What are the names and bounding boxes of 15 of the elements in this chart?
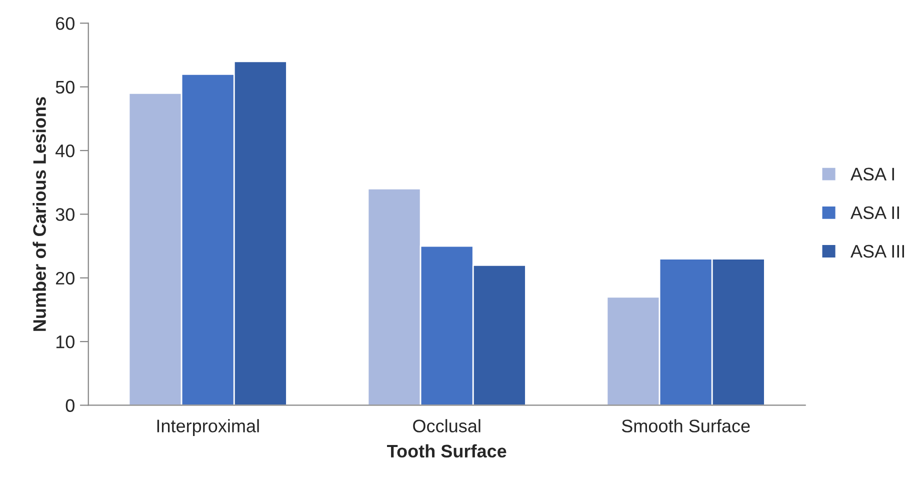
legend-label: ASA II xyxy=(850,206,899,220)
x-tick-label: Smooth Surface xyxy=(622,419,750,432)
x-tick-label: Interproximal xyxy=(157,419,259,436)
y-tick-label: 50 xyxy=(56,80,74,94)
y-tick-label: 0 xyxy=(66,399,74,412)
x-tick-label: Occlusal xyxy=(413,419,480,432)
y-tick-label: 40 xyxy=(56,144,74,158)
x-axis-title: Tooth Surface xyxy=(387,444,506,458)
y-axis-title: Number of Carious Lesions xyxy=(32,97,46,331)
legend-label: ASA III xyxy=(850,244,904,258)
y-tick-label: 60 xyxy=(56,17,74,30)
y-tick-label: 20 xyxy=(56,272,74,285)
legend-label: ASA I xyxy=(850,168,894,181)
y-tick-label: 10 xyxy=(56,335,74,348)
y-tick-label: 30 xyxy=(56,208,74,221)
